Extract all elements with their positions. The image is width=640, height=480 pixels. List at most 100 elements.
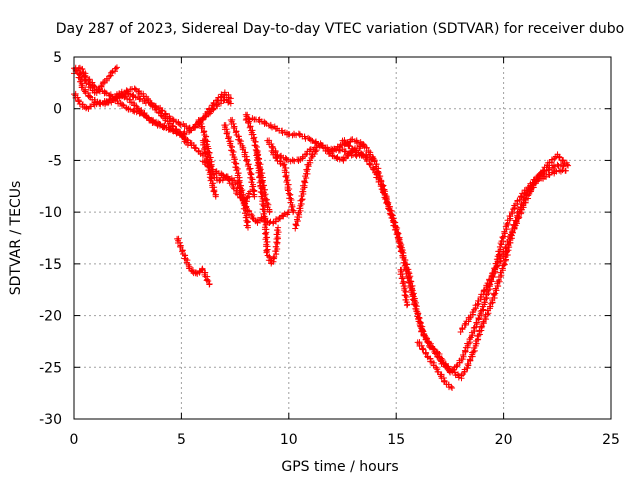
x-tick-label: 15 bbox=[387, 432, 405, 448]
series-track-4 bbox=[77, 64, 120, 96]
data-point bbox=[199, 125, 206, 132]
data-point bbox=[211, 188, 218, 195]
data-point bbox=[129, 92, 136, 99]
data-point bbox=[131, 85, 138, 92]
data-point bbox=[308, 154, 315, 161]
data-point bbox=[288, 203, 295, 210]
data-point bbox=[282, 173, 289, 180]
series-track-14 bbox=[268, 147, 297, 216]
data-point bbox=[399, 275, 406, 282]
y-tick-label: -15 bbox=[39, 257, 62, 273]
data-point bbox=[486, 303, 493, 310]
data-point bbox=[487, 276, 494, 283]
x-tick-label: 25 bbox=[602, 432, 620, 448]
data-point bbox=[393, 231, 400, 238]
data-point bbox=[167, 115, 174, 122]
y-tick-label: -5 bbox=[48, 153, 62, 169]
data-point bbox=[471, 347, 478, 354]
data-point bbox=[448, 383, 455, 390]
data-point bbox=[263, 249, 270, 256]
y-axis-label: SDTVAR / TECUs bbox=[8, 181, 24, 296]
data-point bbox=[403, 293, 410, 300]
data-point bbox=[303, 151, 310, 158]
data-point bbox=[480, 291, 487, 298]
data-point bbox=[160, 123, 167, 130]
data-point bbox=[230, 149, 237, 156]
data-point bbox=[480, 306, 487, 313]
data-point bbox=[508, 229, 515, 236]
data-point bbox=[288, 196, 295, 203]
data-point bbox=[453, 363, 460, 370]
data-point bbox=[266, 209, 273, 216]
data-point bbox=[212, 193, 219, 200]
data-point bbox=[358, 150, 365, 157]
chart-title: Day 287 of 2023, Sidereal Day-to-day VTE… bbox=[56, 21, 624, 37]
data-point bbox=[508, 209, 515, 216]
data-point bbox=[260, 210, 267, 217]
data-point bbox=[243, 207, 250, 214]
data-point bbox=[274, 239, 281, 246]
data-point bbox=[184, 141, 191, 148]
data-point bbox=[76, 98, 83, 105]
data-point bbox=[473, 319, 480, 326]
data-point bbox=[522, 196, 529, 203]
data-point bbox=[516, 196, 523, 203]
data-point bbox=[246, 166, 253, 173]
data-point bbox=[499, 234, 506, 241]
data-point bbox=[182, 252, 189, 259]
data-point bbox=[104, 100, 111, 107]
data-point bbox=[74, 94, 81, 101]
data-point bbox=[383, 199, 390, 206]
data-point bbox=[245, 115, 252, 122]
data-point bbox=[415, 316, 422, 323]
data-point bbox=[433, 365, 440, 372]
data-point bbox=[560, 163, 567, 170]
data-point bbox=[249, 176, 256, 183]
data-point bbox=[206, 281, 213, 288]
data-point bbox=[117, 92, 124, 99]
data-point bbox=[403, 302, 410, 309]
data-point bbox=[405, 279, 412, 286]
data-point bbox=[102, 89, 109, 96]
data-point bbox=[209, 105, 216, 112]
data-point bbox=[501, 261, 508, 268]
data-point bbox=[493, 256, 500, 263]
data-point bbox=[562, 167, 569, 174]
series-track-21 bbox=[457, 151, 572, 335]
data-point bbox=[261, 208, 268, 215]
data-point bbox=[301, 178, 308, 185]
data-point bbox=[477, 294, 484, 301]
series-track-20 bbox=[414, 339, 456, 391]
data-point bbox=[206, 107, 213, 114]
data-point bbox=[177, 244, 184, 251]
data-point bbox=[384, 200, 391, 207]
data-point bbox=[136, 96, 143, 103]
data-point bbox=[109, 69, 116, 76]
data-point bbox=[370, 166, 377, 173]
data-point bbox=[281, 210, 288, 217]
data-point bbox=[412, 298, 419, 305]
data-point bbox=[130, 108, 137, 115]
data-point bbox=[224, 130, 231, 137]
x-tick-label: 10 bbox=[280, 432, 298, 448]
data-point bbox=[225, 135, 232, 142]
data-point bbox=[295, 130, 302, 137]
data-point bbox=[242, 214, 249, 221]
series-track-5 bbox=[113, 90, 191, 148]
data-point bbox=[425, 342, 432, 349]
data-point bbox=[281, 161, 288, 168]
series-track-11 bbox=[199, 137, 219, 200]
data-point bbox=[467, 357, 474, 364]
data-point bbox=[205, 278, 212, 285]
data-point bbox=[518, 193, 525, 200]
data-point bbox=[466, 356, 473, 363]
data-point bbox=[266, 219, 273, 226]
data-point bbox=[289, 157, 296, 164]
data-point bbox=[256, 179, 263, 186]
data-point bbox=[293, 222, 300, 229]
data-point bbox=[316, 143, 323, 150]
data-point bbox=[499, 265, 506, 272]
x-tick-label: 5 bbox=[177, 432, 186, 448]
data-point bbox=[299, 196, 306, 203]
